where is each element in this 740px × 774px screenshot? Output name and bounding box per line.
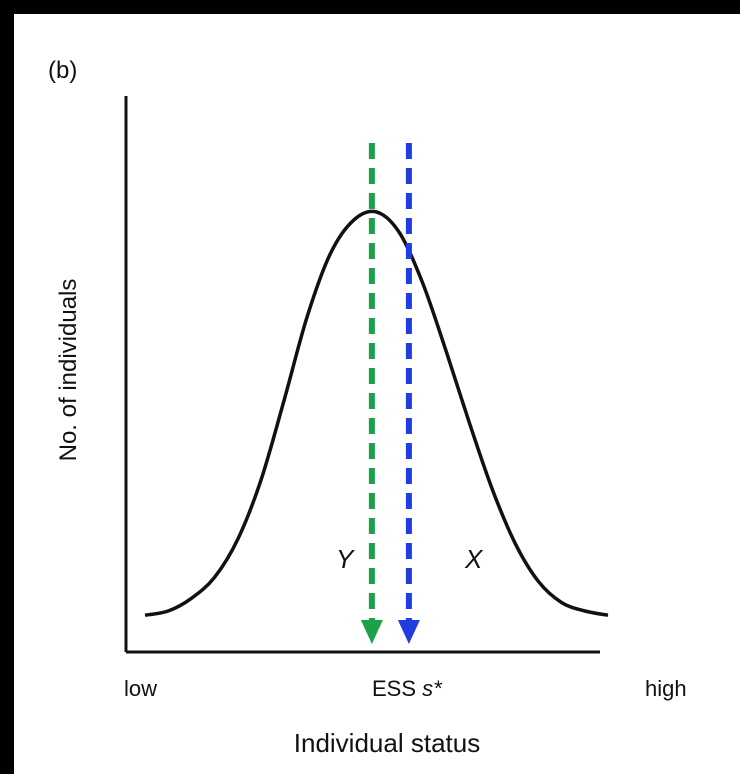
x-tick-label-low: low — [124, 676, 157, 701]
status-marker-arrowhead-2 — [397, 620, 420, 644]
x-tick-label-high: high — [645, 676, 687, 701]
y-axis-label: No. of individuals — [55, 279, 82, 462]
figure-left-border — [0, 454, 14, 774]
status-marker-arrowhead-1 — [360, 620, 383, 644]
figure-panel-upper — [14, 14, 740, 454]
figure-panel-lower — [14, 454, 740, 774]
ess-label-symbol: s* — [422, 676, 443, 701]
ess-label-prefix: ESS — [372, 676, 422, 701]
region-label-x: X — [464, 544, 484, 574]
distribution-curve — [144, 209, 609, 617]
ess-label: ESS s* — [372, 676, 443, 701]
panel-label: (b) — [48, 57, 77, 84]
x-axis-label: Individual status — [294, 728, 480, 758]
region-label-y: Y — [336, 544, 355, 574]
